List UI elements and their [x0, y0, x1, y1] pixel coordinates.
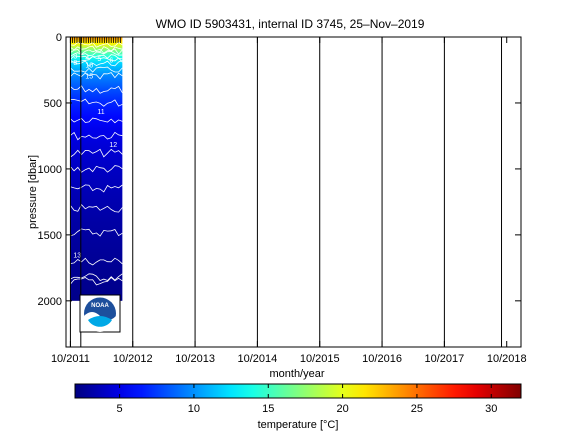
x-tick-label: 10/2014	[238, 353, 278, 365]
isotherm	[70, 56, 123, 63]
plot-background	[66, 37, 521, 347]
isotherm	[70, 48, 123, 55]
temperature-field: 3 4 5 6 8 10 11 12 13 15	[70, 37, 123, 301]
x-tick-label: 10/2012	[113, 353, 153, 365]
y-tick-label: 1500	[38, 230, 62, 242]
noaa-logo: NOAA	[79, 294, 121, 333]
x-tick-label: 10/2016	[362, 353, 402, 365]
isotherm	[70, 165, 123, 173]
isotherm	[70, 184, 123, 193]
colorbar-label: temperature [°C]	[258, 419, 339, 431]
isotherm	[70, 117, 123, 124]
contour-label: 11	[97, 109, 104, 116]
colorbar-tick-label: 5	[117, 403, 123, 415]
plot-frame	[65, 36, 522, 348]
isotherm	[70, 54, 123, 60]
x-tick-label: 10/2011	[51, 353, 90, 365]
chart-title: WMO ID 5903431, internal ID 3745, 25–Nov…	[156, 17, 425, 31]
colorbar-tick-label: 30	[485, 403, 497, 415]
isotherm	[70, 60, 123, 67]
isotherm	[70, 98, 123, 107]
colorbar-ticks: 5 10 15 20 25 30	[117, 384, 497, 415]
colorbar-tick-label: 15	[262, 403, 274, 415]
colorbar-tick-label: 25	[411, 403, 423, 415]
contour-label: 8	[73, 60, 77, 67]
isotherm	[70, 204, 123, 213]
contour-label: 15	[85, 73, 93, 80]
isotherm	[70, 45, 123, 53]
isotherm	[70, 66, 123, 73]
isotherm	[70, 85, 123, 94]
y-tick-label: 0	[56, 32, 62, 44]
x-axis-label: month/year	[269, 368, 324, 380]
isotherm	[70, 257, 123, 266]
contour-label: 10	[85, 63, 93, 70]
isotherm	[70, 50, 123, 57]
profile-date-lines	[69, 37, 503, 347]
isotherm	[70, 72, 123, 80]
isotherm	[70, 148, 123, 158]
colorbar	[74, 383, 522, 399]
contour-label: 5	[97, 56, 101, 63]
contour-label: 4	[85, 55, 89, 62]
y-tick-label: 2000	[38, 296, 62, 308]
y-axis: 0 500 1000 1500 2000	[38, 32, 521, 308]
y-axis-label: pressure [dbar]	[27, 155, 39, 229]
x-tick-label: 10/2013	[175, 353, 215, 365]
isotherm	[70, 273, 123, 281]
contour-label: 3	[73, 53, 77, 60]
contour-label: 12	[109, 142, 117, 149]
x-axis: 10/2011 10/2012 10/2013 10/2014 10/2015 10/20…	[51, 37, 527, 365]
y-tick-label: 500	[44, 98, 62, 110]
contour-label: 6	[109, 57, 113, 64]
isotherm	[70, 276, 123, 286]
x-tick-label: 10/2018	[487, 353, 527, 365]
y-tick-label: 1000	[38, 164, 62, 176]
colorbar-tick-label: 20	[336, 403, 348, 415]
x-tick-label: 10/2015	[300, 353, 340, 365]
isotherm	[70, 131, 123, 141]
x-tick-label: 10/2017	[425, 353, 465, 365]
contour-label: 13	[73, 253, 81, 260]
isotherm	[70, 228, 123, 237]
colorbar-tick-label: 10	[188, 403, 200, 415]
noaa-logo-text: NOAA	[91, 303, 109, 309]
